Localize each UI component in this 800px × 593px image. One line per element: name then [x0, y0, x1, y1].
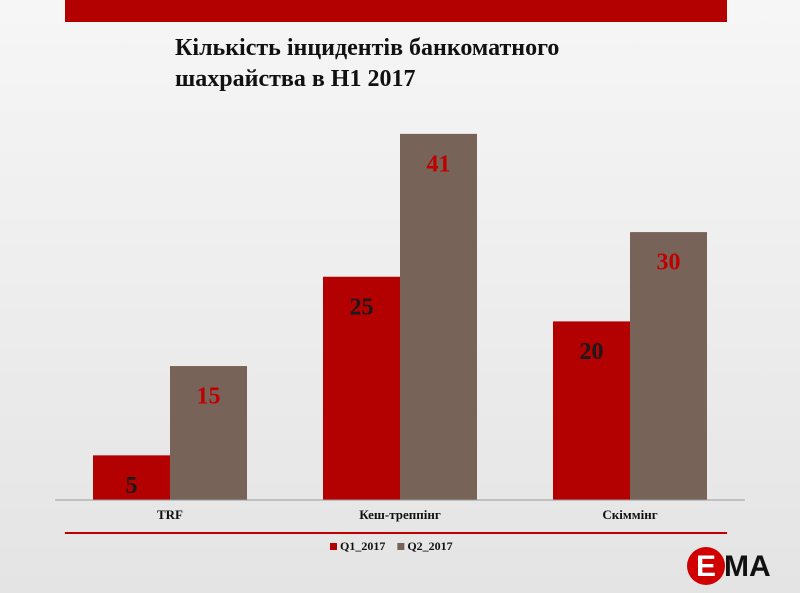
- logo-text: MA: [724, 550, 771, 583]
- bar: [170, 366, 247, 500]
- data-label: 41: [427, 151, 451, 177]
- legend-label: Q1_2017: [340, 539, 385, 553]
- x-tick-label: TRF: [157, 507, 183, 522]
- header-bar: [65, 0, 727, 22]
- bar: [323, 276, 400, 500]
- bar: [630, 232, 707, 500]
- chart-title: Кількість інцидентів банкоматного шахрай…: [175, 35, 560, 92]
- legend-swatch: [397, 543, 405, 550]
- legend-label: Q2_2017: [407, 539, 452, 553]
- bar: [93, 455, 170, 500]
- x-tick-label: Кеш-треппінг: [359, 507, 441, 522]
- data-label: 25: [350, 294, 374, 320]
- data-label: 30: [657, 250, 681, 276]
- bar: [400, 133, 477, 500]
- x-tick-label: Скіммінг: [602, 507, 657, 522]
- data-label: 20: [580, 339, 604, 365]
- bar: [553, 321, 630, 500]
- data-label: 15: [197, 384, 221, 410]
- data-label: 5: [126, 473, 138, 499]
- logo-mark: E: [696, 550, 716, 583]
- logo-circle: [687, 547, 725, 585]
- legend-swatch: [330, 543, 337, 550]
